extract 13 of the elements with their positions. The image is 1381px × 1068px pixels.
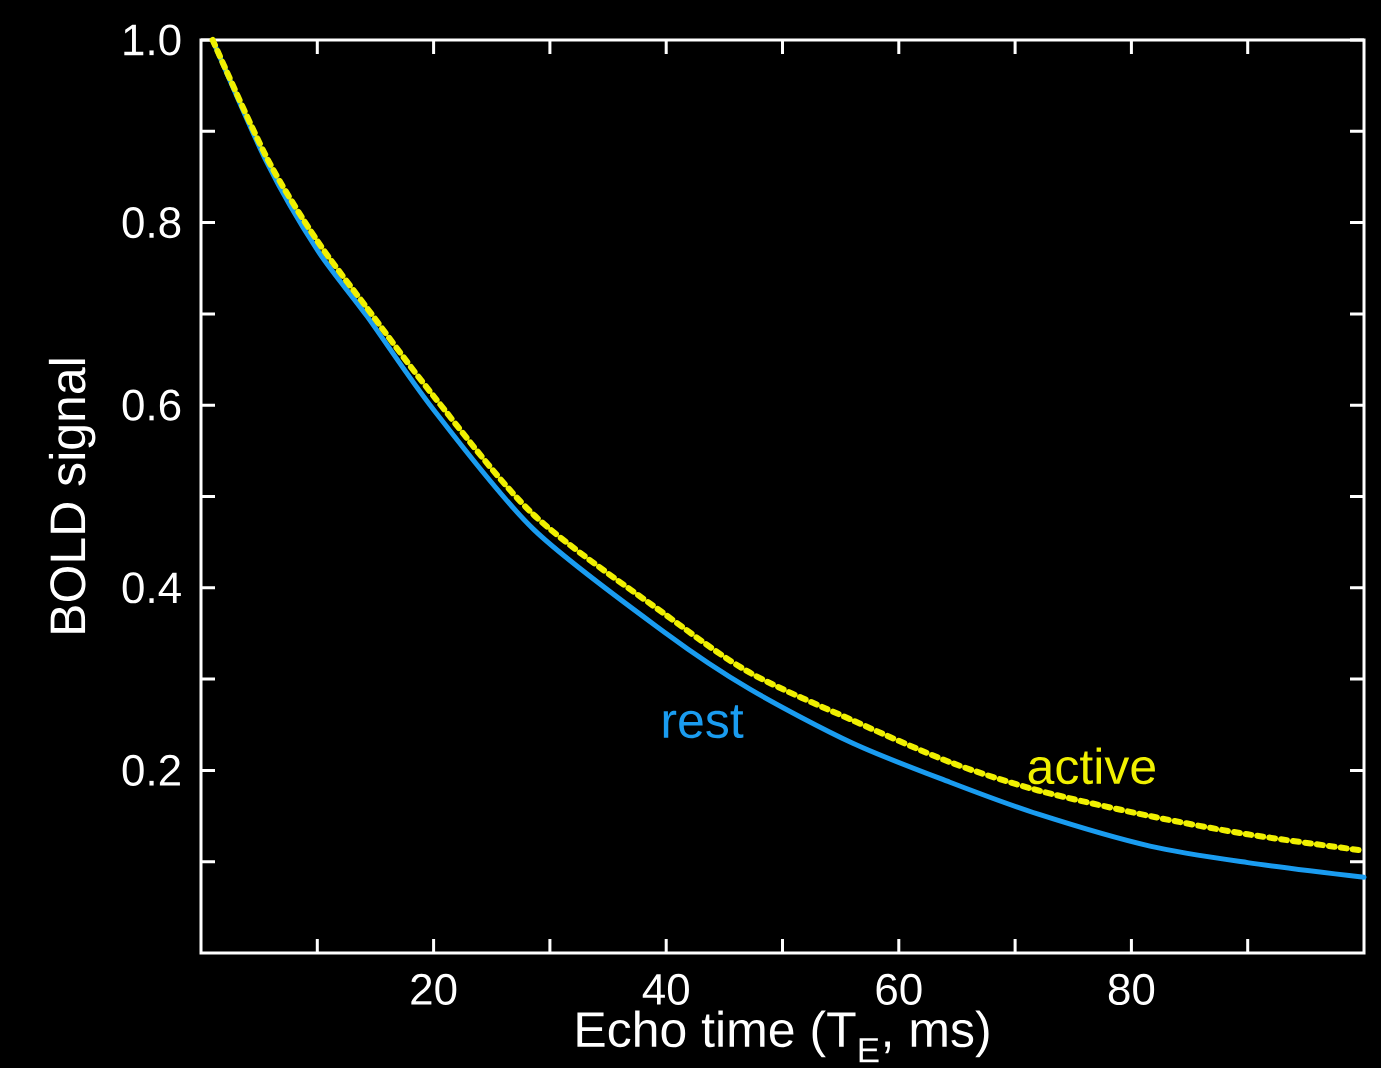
series-label: active <box>1028 747 1155 785</box>
x-tick-label: 20 <box>411 973 457 1006</box>
y-axis-title: BOLD signal <box>48 359 96 633</box>
y-tick-label: 1.0 <box>124 24 181 56</box>
y-tick-label: 0.4 <box>122 572 181 604</box>
y-tick-label: 0.8 <box>122 207 181 239</box>
x-tick-label: 60 <box>876 973 922 1006</box>
y-tick-label: 0.2 <box>122 754 180 786</box>
x-tick-label: 40 <box>642 973 689 1006</box>
y-tick-label: 0.6 <box>122 389 181 421</box>
x-axis-title: Echo time (T$_{E}$, ms) <box>577 1010 989 1063</box>
series-label: rest <box>663 705 744 739</box>
x-tick-label: 80 <box>1108 973 1155 1006</box>
